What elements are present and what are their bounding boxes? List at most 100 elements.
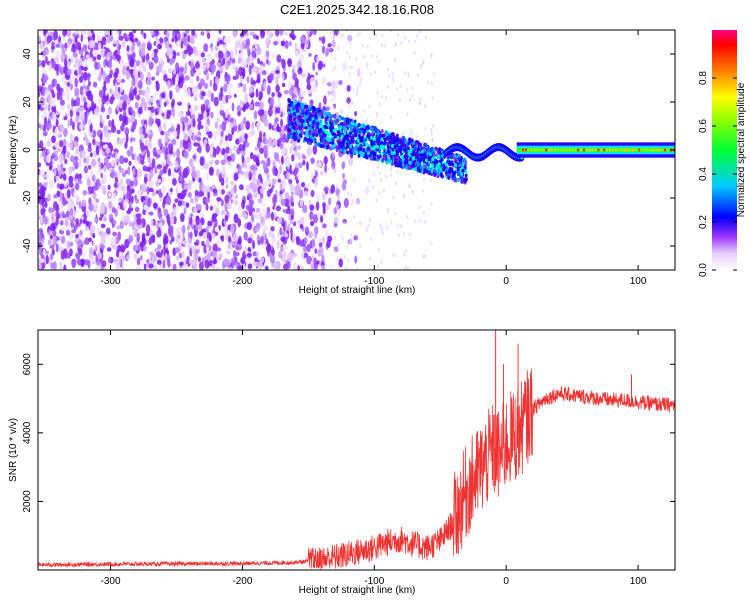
- noise-blob: [298, 162, 303, 169]
- noise-blob: [274, 117, 278, 125]
- noise-blob: [177, 101, 183, 106]
- noise-blob: [56, 236, 60, 241]
- noise-blob: [302, 204, 308, 214]
- signal-blob: [375, 128, 379, 133]
- noise-blob: [90, 188, 95, 194]
- noise-blob: [183, 66, 188, 75]
- noise-blob: [353, 235, 358, 241]
- noise-blob: [384, 95, 387, 100]
- signal-blob: [405, 160, 409, 165]
- noise-blob: [225, 74, 231, 82]
- noise-blob: [66, 103, 71, 110]
- noise-blob: [101, 119, 105, 125]
- noise-blob: [252, 260, 256, 267]
- noise-blob: [196, 75, 200, 82]
- noise-blob: [64, 85, 71, 94]
- noise-blob: [157, 253, 162, 258]
- noise-blob: [136, 189, 142, 198]
- noise-blob: [117, 244, 122, 253]
- noise-blob: [38, 109, 41, 118]
- signal-blob: [322, 143, 326, 148]
- noise-blob: [195, 216, 200, 226]
- noise-blob: [166, 216, 172, 224]
- noise-blob: [419, 64, 422, 69]
- noise-blob: [302, 245, 308, 253]
- signal-blob: [463, 157, 467, 162]
- noise-blob: [374, 70, 377, 75]
- noise-blob: [148, 263, 154, 269]
- noise-blob: [391, 75, 394, 80]
- noise-blob: [82, 79, 86, 86]
- noise-blob: [269, 187, 273, 194]
- noise-blob: [228, 81, 233, 89]
- noise-blob: [421, 189, 424, 194]
- noise-blob: [116, 30, 119, 37]
- noise-blob: [277, 91, 282, 98]
- noise-blob: [196, 203, 202, 211]
- noise-blob: [146, 59, 150, 65]
- noise-blob: [255, 79, 261, 84]
- noise-blob: [298, 66, 302, 72]
- noise-blob: [113, 182, 118, 188]
- noise-blob: [86, 72, 91, 82]
- noise-blob: [299, 197, 304, 208]
- signal-blob: [390, 132, 394, 137]
- signal-blob: [324, 117, 328, 122]
- band-core: [559, 148, 562, 152]
- noise-blob: [370, 72, 373, 77]
- noise-blob: [298, 53, 305, 63]
- noise-blob: [183, 116, 189, 124]
- noise-blob: [128, 221, 132, 227]
- noise-blob: [174, 137, 178, 147]
- signal-blob: [303, 114, 307, 119]
- noise-blob: [187, 34, 191, 43]
- signal-blob: [354, 122, 358, 127]
- noise-blob: [394, 211, 397, 216]
- noise-blob: [111, 222, 115, 229]
- noise-blob: [51, 212, 55, 223]
- signal-blob: [399, 139, 403, 144]
- noise-blob: [273, 40, 279, 46]
- noise-blob: [323, 155, 328, 165]
- noise-blob: [392, 195, 395, 200]
- noise-blob: [177, 200, 182, 207]
- noise-blob: [202, 231, 207, 239]
- signal-blob: [356, 129, 360, 134]
- signal-blob: [373, 156, 377, 161]
- noise-blob: [202, 196, 208, 206]
- signal-blob: [290, 109, 294, 114]
- noise-blob: [178, 75, 184, 83]
- signal-blob: [362, 131, 366, 136]
- noise-blob: [282, 208, 287, 214]
- noise-blob: [208, 160, 214, 165]
- noise-blob: [176, 148, 181, 158]
- noise-blob: [69, 109, 73, 118]
- noise-blob: [382, 188, 385, 193]
- noise-blob: [201, 64, 207, 72]
- noise-blob: [261, 70, 267, 76]
- noise-blob: [306, 255, 312, 265]
- noise-blob: [356, 256, 359, 261]
- noise-blob: [193, 142, 199, 147]
- noise-blob: [233, 93, 237, 98]
- signal-blob: [320, 124, 324, 129]
- signal-blob: [390, 151, 394, 156]
- noise-blob: [51, 207, 55, 212]
- signal-blob: [322, 140, 326, 145]
- noise-blob: [59, 183, 65, 190]
- noise-blob: [79, 218, 83, 225]
- noise-blob: [120, 84, 124, 93]
- signal-blob: [430, 169, 434, 174]
- noise-blob: [220, 199, 224, 207]
- noise-blob: [244, 93, 248, 103]
- noise-blob: [385, 174, 388, 179]
- noise-blob: [58, 139, 64, 148]
- noise-blob: [140, 159, 145, 165]
- noise-blob: [312, 214, 319, 224]
- noise-blob: [130, 79, 134, 87]
- noise-blob: [203, 43, 209, 53]
- noise-blob: [225, 176, 229, 185]
- noise-blob: [154, 165, 158, 174]
- noise-blob: [191, 215, 197, 225]
- noise-blob: [197, 191, 202, 198]
